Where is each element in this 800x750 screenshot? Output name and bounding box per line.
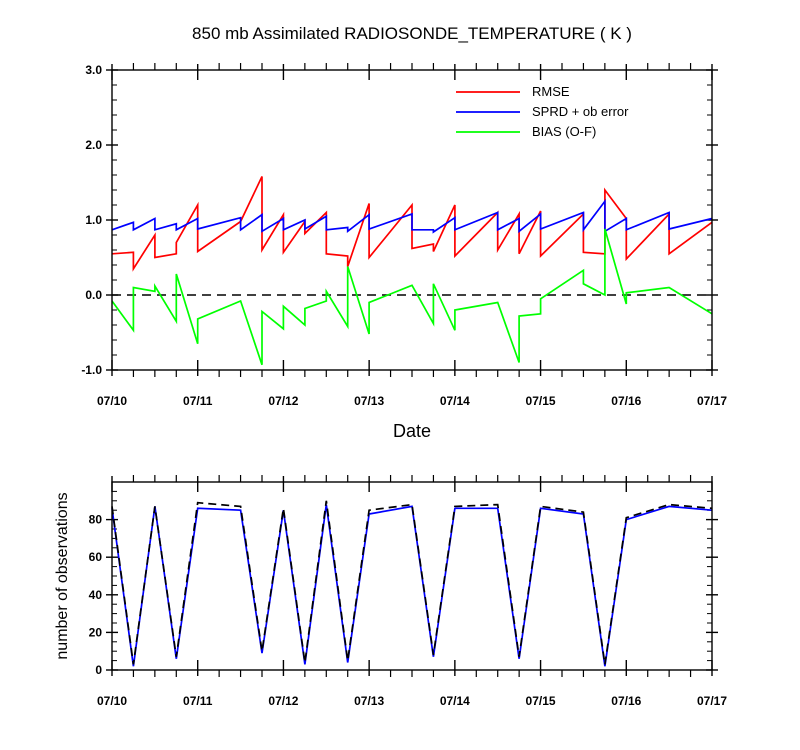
top-x-tick-labels: 07/10 07/11 07/12 07/13 07/14 07/15 07/16 07/17 [97,394,727,408]
y-tick-label: 60 [89,550,103,564]
y-tick-label: 20 [89,625,103,639]
y-tick-label: 0 [95,663,102,677]
y-tick-label: 0.0 [85,288,102,302]
top-chart: 850 mb Assimilated RADIOSONDE_TEMPERATUR… [81,24,727,441]
x-axis-title: Date [393,421,431,441]
legend: RMSE SPRD + ob error BIAS (O-F) [456,84,629,139]
x-tick-label: 07/10 [97,694,127,708]
bottom-y-tick-labels: 0 20 40 60 80 [89,513,103,677]
x-tick-label: 07/17 [697,394,727,408]
x-tick-label: 07/15 [526,694,556,708]
series-line-sprd-ob-error [111,198,713,234]
bottom-plot-frame [111,481,713,671]
series-line-bias-o-f [111,228,713,366]
top-series-group [111,176,713,366]
x-tick-label: 07/13 [354,694,384,708]
series-line-observations-used [111,504,713,667]
x-tick-label: 07/11 [183,694,213,708]
y-tick-label: 80 [89,513,103,527]
x-tick-label: 07/13 [354,394,384,408]
x-tick-label: 07/12 [268,394,298,408]
y-tick-label: 40 [89,588,103,602]
x-tick-label: 07/15 [526,394,556,408]
bottom-x-tick-labels: 07/10 07/11 07/12 07/13 07/14 07/15 07/16 07/17 [97,694,727,708]
x-tick-label: 07/14 [440,694,470,708]
x-tick-label: 07/14 [440,394,470,408]
bottom-ticks [106,475,718,677]
x-tick-label: 07/12 [268,694,298,708]
x-tick-label: 07/17 [697,694,727,708]
bottom-chart: 0 20 40 60 80 07/10 07/11 07/12 07/13 07/14 07/15… [54,475,727,708]
top-plot-frame [111,69,713,371]
x-tick-label: 07/10 [97,394,127,408]
x-tick-label: 07/16 [611,694,641,708]
legend-label: SPRD + ob error [532,104,629,119]
y-tick-label: 3.0 [85,63,102,77]
y-axis-title: number of observations [54,492,71,659]
x-tick-label: 07/16 [611,394,641,408]
y-tick-label: -1.0 [81,363,102,377]
y-tick-label: 1.0 [85,213,102,227]
legend-label: RMSE [532,84,570,99]
series-line-observations-possible [111,500,713,665]
series-line-rmse [111,176,713,272]
x-tick-label: 07/11 [183,394,213,408]
chart-title: 850 mb Assimilated RADIOSONDE_TEMPERATUR… [192,24,632,43]
y-tick-label: 2.0 [85,138,102,152]
bottom-series-group [111,500,713,667]
top-y-tick-labels: -1.0 0.0 1.0 2.0 3.0 [81,63,102,377]
legend-label: BIAS (O-F) [532,124,596,139]
